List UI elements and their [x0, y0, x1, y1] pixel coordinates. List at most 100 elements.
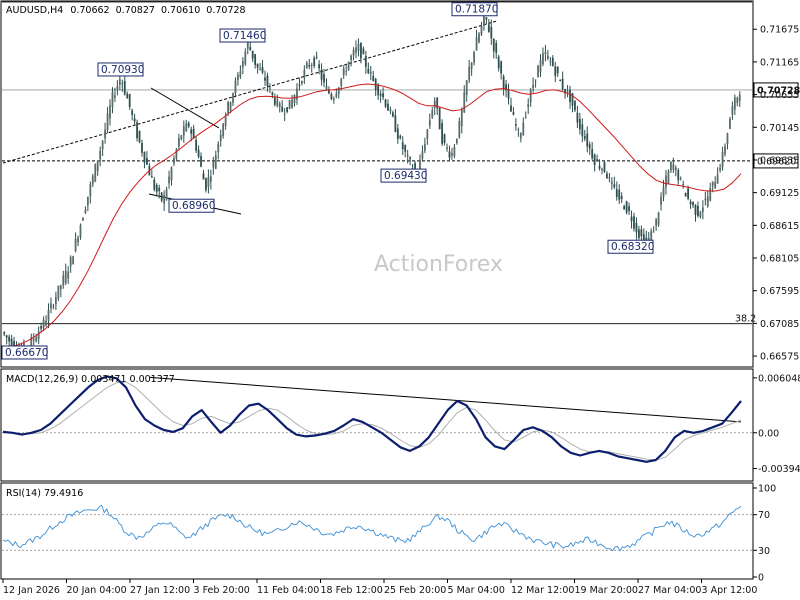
candle-body — [37, 331, 40, 340]
candle-body — [308, 65, 311, 67]
macd-y-tick-label: 0.00 — [758, 428, 779, 439]
candle-body — [328, 89, 330, 94]
candle-body — [241, 60, 244, 68]
candle-body — [615, 188, 618, 198]
candle-body — [687, 188, 690, 199]
candle-body — [315, 57, 318, 59]
candle-body — [399, 135, 402, 139]
candle-body — [714, 182, 717, 189]
candle-body — [667, 171, 670, 184]
candle-body — [320, 69, 323, 80]
candle-body — [111, 92, 114, 107]
price-annotation-label: 0.71870 — [455, 4, 498, 16]
candle-body — [160, 192, 163, 201]
candle-body — [177, 137, 180, 147]
flag-upper-line — [150, 87, 220, 129]
rsi-levels — [2, 514, 752, 551]
candle-body — [168, 176, 170, 184]
candle-body — [458, 120, 461, 138]
candle-body — [261, 67, 264, 73]
candle-body — [209, 176, 212, 183]
candle-body — [704, 198, 707, 201]
candle-body — [300, 81, 303, 83]
candle-body — [539, 59, 542, 72]
candle-body — [104, 129, 106, 139]
candle-body — [86, 196, 89, 206]
candle-body — [190, 129, 193, 134]
candle-body — [483, 16, 485, 26]
candle-body — [251, 50, 254, 59]
candle-body — [298, 84, 301, 86]
candle-body — [554, 66, 557, 76]
candle-body — [677, 170, 680, 181]
candle-body — [219, 134, 222, 142]
moving-average — [2, 83, 742, 349]
candle-body — [618, 189, 621, 200]
candle-body — [281, 106, 284, 112]
candle-body — [709, 187, 712, 201]
candle-body — [586, 133, 589, 147]
candle-body — [259, 68, 261, 70]
candle-body — [736, 97, 739, 103]
price-annotation-label: 0.68320 — [611, 241, 654, 253]
candle-body — [205, 178, 207, 191]
candle-body — [352, 49, 355, 56]
candle-body — [581, 124, 584, 137]
candle-body — [79, 225, 82, 238]
macd-trendline — [149, 376, 742, 423]
candle-body — [150, 176, 153, 178]
candle-body — [576, 112, 579, 123]
price-y-tick-label: 0.67595 — [760, 286, 799, 297]
candle-body — [246, 41, 249, 49]
candle-body — [716, 174, 719, 184]
candle-body — [94, 164, 97, 182]
candle-body — [5, 335, 8, 338]
candle-body — [655, 218, 658, 226]
candle-body — [155, 184, 158, 192]
candle-body — [345, 70, 348, 72]
candle-body — [414, 163, 416, 170]
candle-body — [313, 58, 316, 66]
x-axis-tick-label: 27 Mar 04:00 — [638, 585, 701, 596]
candle-body — [475, 37, 478, 51]
price-levels: 0.69620 0.70728 — [2, 82, 800, 169]
candle-body — [428, 119, 431, 126]
candle-body — [222, 123, 225, 137]
macd-lines — [2, 375, 742, 463]
candle-body — [182, 126, 185, 136]
x-axis-tick-label: 3 Feb 20:00 — [194, 585, 250, 596]
candle-body — [158, 187, 161, 192]
candle-body — [638, 229, 640, 239]
candle-body — [382, 93, 384, 98]
candle-body — [487, 24, 490, 32]
candle-body — [436, 97, 439, 109]
candle-body — [542, 53, 544, 65]
candle-body — [571, 93, 574, 106]
candle-body — [583, 135, 586, 139]
candle-body — [601, 168, 603, 171]
candle-body — [146, 158, 148, 165]
candle-body — [192, 128, 195, 139]
candle-body — [59, 285, 62, 290]
candle-body — [679, 177, 682, 179]
candle-body — [519, 133, 522, 139]
ohlc-low: 0.70610 — [161, 5, 200, 16]
candle-body — [451, 153, 453, 156]
candle-body — [335, 93, 338, 97]
candle-body — [84, 209, 87, 214]
candle-body — [340, 78, 343, 86]
candle-body — [187, 122, 190, 127]
candle-body — [342, 68, 345, 76]
x-axis-tick-label: 18 Feb 12:00 — [321, 585, 383, 596]
candle-body — [598, 165, 601, 169]
candle-body — [207, 176, 210, 187]
candle-body — [364, 56, 367, 67]
candle-body — [278, 103, 281, 107]
rsi-y-tick-label: 0 — [758, 573, 764, 584]
price-annotation-label: 0.66670 — [5, 347, 48, 359]
candle-body — [50, 303, 52, 309]
candle-body — [379, 93, 382, 96]
x-axis-tick-label: 27 Jan 12:00 — [130, 585, 190, 596]
candle-body — [731, 106, 734, 115]
price-y-tick-label: 0.70655 — [760, 90, 799, 101]
